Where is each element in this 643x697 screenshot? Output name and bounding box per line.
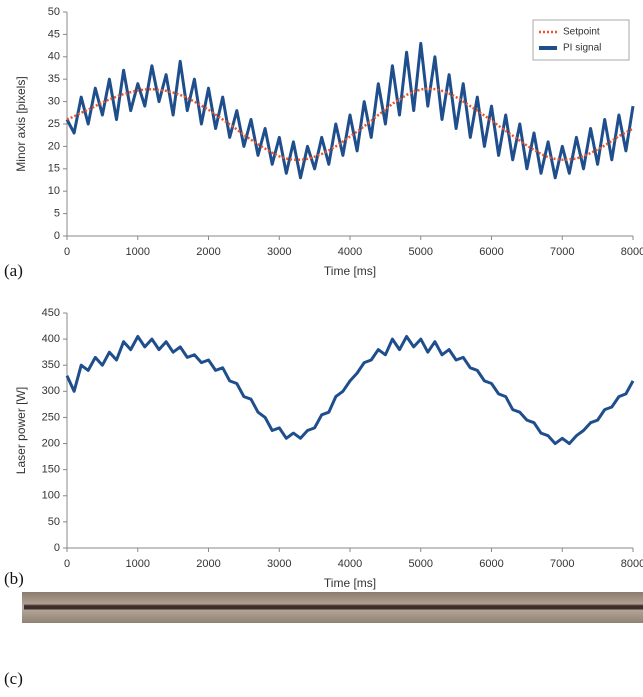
y-tick-label: 30 [48, 96, 60, 108]
legend-label: PI signal [563, 43, 601, 54]
y-tick-label: 0 [54, 542, 60, 554]
x-axis-title: Time [ms] [324, 264, 376, 278]
y-tick-label: 20 [48, 140, 60, 152]
y-tick-label: 450 [42, 307, 60, 319]
y-tick-label: 300 [42, 385, 60, 397]
y-tick-label: 50 [48, 516, 60, 528]
x-tick-label: 2000 [196, 246, 220, 258]
x-tick-label: 1000 [126, 246, 150, 258]
y-tick-label: 400 [42, 333, 60, 345]
y-tick-label: 150 [42, 464, 60, 476]
legend-label: Setpoint [563, 27, 600, 38]
x-tick-label: 7000 [550, 558, 574, 570]
y-tick-label: 10 [48, 185, 60, 197]
y-tick-label: 15 [48, 163, 60, 175]
x-tick-label: 4000 [338, 558, 362, 570]
panel-label: (b) [4, 569, 24, 588]
x-tick-label: 5000 [409, 246, 433, 258]
panel-label: (a) [4, 261, 23, 280]
x-tick-label: 4000 [338, 246, 362, 258]
y-tick-label: 100 [42, 490, 60, 502]
x-tick-label: 0 [64, 558, 70, 570]
data-line [66, 87, 634, 162]
x-axis-title: Time [ms] [324, 576, 376, 590]
x-tick-label: 8000 [621, 246, 643, 258]
y-tick-label: 250 [42, 411, 60, 423]
y-tick-label: 25 [48, 118, 60, 130]
y-tick-label: 200 [42, 437, 60, 449]
data-line [65, 41, 635, 180]
x-tick-label: 8000 [621, 558, 643, 570]
y-tick-label: 50 [48, 6, 60, 18]
x-tick-label: 5000 [409, 558, 433, 570]
y-tick-label: 5 [54, 208, 60, 220]
x-tick-label: 3000 [267, 558, 291, 570]
data-line [65, 335, 635, 446]
x-tick-label: 6000 [479, 558, 503, 570]
y-tick-label: 40 [48, 51, 60, 63]
y-tick-label: 0 [54, 230, 60, 242]
y-tick-label: 35 [48, 73, 60, 85]
y-tick-label: 350 [42, 359, 60, 371]
weld-photo [22, 592, 643, 623]
x-tick-label: 3000 [267, 246, 291, 258]
panel-label: (c) [4, 669, 23, 688]
x-tick-label: 7000 [550, 246, 574, 258]
x-tick-label: 6000 [479, 246, 503, 258]
y-tick-label: 45 [48, 28, 60, 40]
legend-box [532, 19, 630, 61]
y-axis-title: Minor axis [pixels] [14, 76, 28, 171]
y-axis-title: Laser power [W] [14, 387, 28, 474]
x-tick-label: 1000 [126, 558, 150, 570]
x-tick-label: 2000 [196, 558, 220, 570]
x-tick-label: 0 [64, 246, 70, 258]
